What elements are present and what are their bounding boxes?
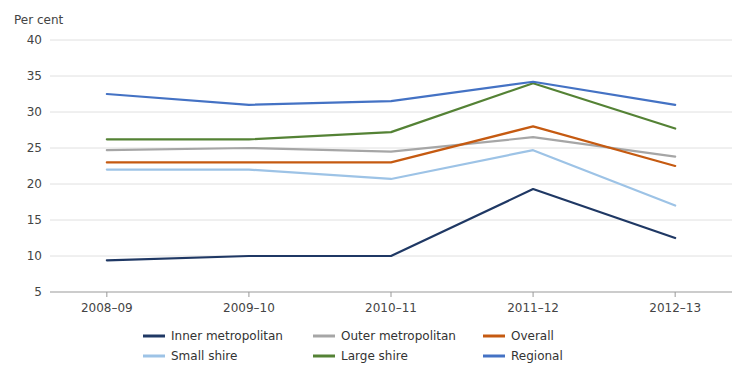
- legend-swatch: [483, 355, 505, 358]
- series-line: [107, 189, 675, 260]
- lines: [107, 82, 675, 261]
- grid-line: [50, 184, 732, 185]
- legend-label: Overall: [511, 329, 554, 343]
- x-tick: [106, 292, 107, 297]
- y-tick-label: 35: [27, 69, 42, 83]
- legend-item: Outer metropolitan: [313, 329, 456, 343]
- grid-line: [50, 112, 732, 113]
- grid-line: [50, 76, 732, 77]
- x-tick: [391, 292, 392, 297]
- legend-label: Large shire: [341, 349, 408, 363]
- y-tick-label: 40: [27, 33, 42, 47]
- legend-label: Inner metropolitan: [171, 329, 283, 343]
- y-tick-label: 25: [27, 141, 42, 155]
- x-tick-label: 2008–09: [81, 301, 133, 315]
- series-line: [107, 82, 675, 105]
- chart-svg: 5 10 15 20 25 30 35 40 Per cent 2008–09 2009–10 201…: [0, 0, 756, 388]
- legend-swatch: [483, 335, 505, 338]
- legend-label: Small shire: [171, 349, 237, 363]
- x-tick: [533, 292, 534, 297]
- legend-item: Inner metropolitan: [143, 329, 283, 343]
- x-axis: 2008–09 2009–10 2010–11 2011–12 2012–13: [81, 292, 701, 315]
- legend-label: Outer metropolitan: [341, 329, 456, 343]
- chart-container: 5 10 15 20 25 30 35 40 Per cent 2008–09 2009–10 201…: [0, 0, 756, 388]
- legend-item: Small shire: [143, 349, 237, 363]
- grid-line: [50, 40, 732, 41]
- x-tick-label: 2012–13: [649, 301, 701, 315]
- series-line: [107, 150, 675, 205]
- x-tick-label: 2011–12: [507, 301, 559, 315]
- y-tick-label: 30: [27, 105, 42, 119]
- grid-line: [50, 148, 732, 149]
- legend-swatch: [143, 335, 165, 338]
- legend: Inner metropolitan Outer metropolitan Over…: [143, 329, 563, 363]
- x-tick: [675, 292, 676, 297]
- legend-swatch: [313, 335, 335, 338]
- legend-item: Large shire: [313, 349, 408, 363]
- x-tick: [248, 292, 249, 297]
- y-tick-label: 10: [27, 249, 42, 263]
- y-axis-label: Per cent: [14, 13, 64, 27]
- legend-item: Overall: [483, 329, 554, 343]
- legend-swatch: [143, 355, 165, 358]
- y-tick-label: 15: [27, 213, 42, 227]
- x-tick-label: 2009–10: [223, 301, 275, 315]
- legend-swatch: [313, 355, 335, 358]
- y-tick-label: 20: [27, 177, 42, 191]
- legend-label: Regional: [511, 349, 563, 363]
- y-axis: 5 10 15 20 25 30 35 40: [27, 33, 732, 299]
- grid-line: [50, 220, 732, 221]
- x-tick-label: 2010–11: [365, 301, 417, 315]
- y-tick-label: 5: [34, 285, 42, 299]
- legend-item: Regional: [483, 349, 563, 363]
